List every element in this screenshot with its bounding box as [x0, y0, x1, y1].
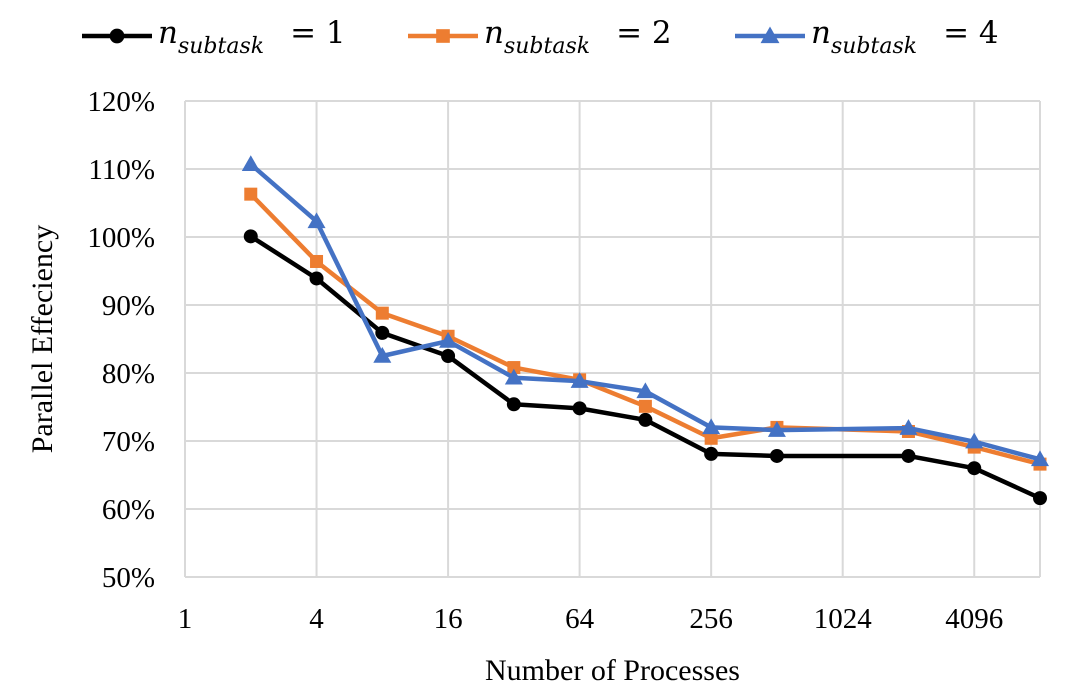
data-point	[965, 432, 984, 449]
x-tick-label: 4096	[945, 603, 1003, 635]
data-point	[769, 448, 784, 463]
data-point	[436, 29, 450, 43]
data-point	[373, 347, 392, 363]
x-tick-label: 64	[565, 603, 595, 635]
series-line	[249, 234, 1041, 501]
x-tick-label: 256	[689, 603, 733, 635]
y-tick-label: 50%	[102, 562, 155, 594]
data-point	[572, 401, 587, 416]
data-point	[309, 271, 324, 286]
grid-lines	[184, 100, 1041, 578]
data-point	[439, 332, 458, 348]
legend-base: n	[484, 15, 504, 51]
x-tick-label: 4	[309, 603, 324, 635]
data-point	[244, 187, 258, 201]
data-point	[570, 372, 589, 388]
data-point	[760, 26, 780, 44]
data-point	[241, 155, 260, 171]
y-tick-label: 120%	[87, 86, 155, 118]
data-point	[375, 306, 389, 320]
data-point	[901, 448, 916, 463]
y-tick-label: 110%	[88, 154, 155, 186]
legend-label: nsubtask = 4	[811, 15, 999, 59]
series-2	[244, 187, 1047, 471]
data-point	[767, 421, 786, 437]
x-tick-label: 1	[178, 603, 193, 635]
data-point	[109, 28, 125, 44]
legend-item-1: nsubtask = 1	[82, 15, 346, 59]
data-point	[375, 325, 390, 340]
y-tick-label: 60%	[102, 494, 155, 526]
data-point	[310, 254, 324, 268]
legend-equals: = 4	[943, 15, 999, 51]
series-line	[249, 162, 1041, 462]
data-point	[638, 399, 652, 413]
x-axis-tick-labels: 1 4 16 64 256 1024 4096	[178, 603, 1003, 635]
data-point	[1033, 491, 1047, 506]
series-1	[243, 229, 1047, 506]
data-point	[899, 419, 918, 435]
data-point	[704, 446, 719, 461]
y-tick-label: 100%	[87, 222, 155, 254]
legend-label: nsubtask = 1	[158, 15, 346, 59]
data-point	[638, 412, 653, 427]
legend-subscript: subtask	[504, 34, 590, 59]
x-tick-label: 1024	[814, 603, 873, 635]
y-axis-title: Parallel Effeciency	[26, 225, 59, 454]
legend-subscript: subtask	[178, 34, 264, 59]
data-point	[507, 361, 521, 375]
legend-base: n	[811, 15, 831, 51]
y-axis-tick-labels: 50% 60% 70% 80% 90% 100% 110% 120%	[87, 86, 155, 594]
data-point	[967, 461, 982, 476]
data-point	[504, 368, 523, 385]
x-tick-label: 16	[434, 603, 463, 635]
data-point	[506, 397, 521, 412]
x-axis-title: Number of Processes	[485, 654, 740, 687]
series-3	[241, 155, 1049, 467]
data-point	[702, 418, 721, 435]
legend-label: nsubtask = 2	[484, 15, 672, 59]
data-point	[441, 349, 456, 363]
data-point	[307, 212, 326, 229]
legend: nsubtask = 1 nsubtask = 2 nsubtask = 4	[82, 15, 999, 59]
y-tick-label: 90%	[102, 290, 155, 322]
y-tick-label: 80%	[102, 358, 155, 390]
data-point	[243, 229, 258, 244]
series-group	[241, 155, 1049, 506]
legend-item-3: nsubtask = 4	[735, 15, 999, 59]
legend-base: n	[158, 15, 178, 51]
legend-subscript: subtask	[831, 34, 917, 59]
y-tick-label: 70%	[102, 426, 155, 458]
data-point	[636, 382, 655, 399]
legend-equals: = 2	[616, 15, 672, 51]
series-line	[249, 192, 1041, 467]
data-point	[704, 431, 718, 445]
legend-equals: = 1	[290, 15, 346, 51]
data-point	[1031, 450, 1049, 467]
legend-item-2: nsubtask = 2	[408, 15, 672, 59]
